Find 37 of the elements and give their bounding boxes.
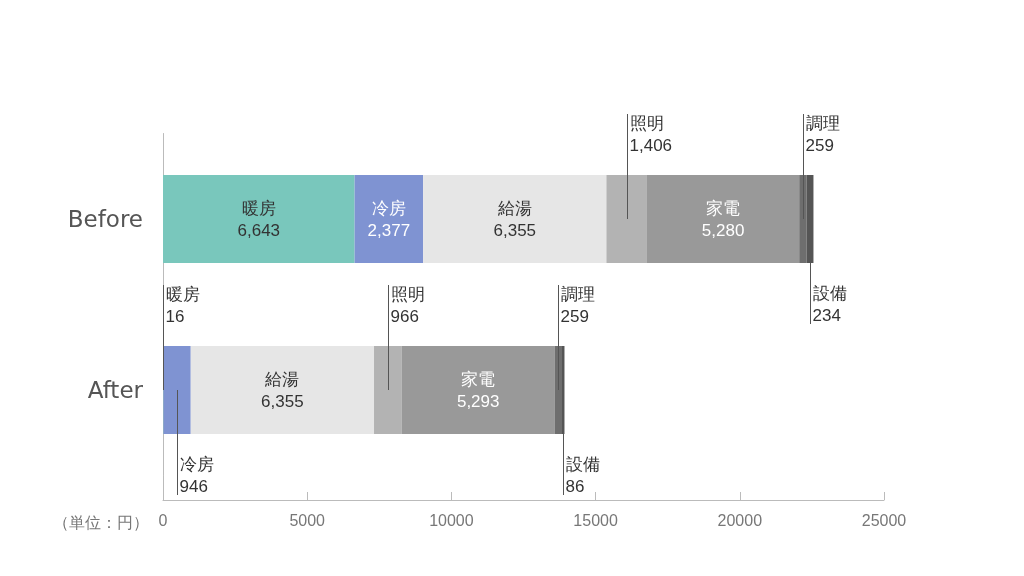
text: 照明: [629, 113, 664, 133]
data-label: 86: [565, 476, 585, 496]
y-tick-label: Before: [67, 206, 143, 232]
data-label: 6,643: [237, 220, 281, 240]
series-label: 設備: [812, 283, 847, 303]
data-label: 1,406: [629, 135, 673, 155]
data-label: 5,280: [701, 220, 745, 240]
x-tick-label: 25000: [861, 511, 907, 529]
text: 調理: [560, 284, 595, 304]
data-label: 966: [390, 306, 419, 326]
series-label: 暖房: [165, 284, 200, 304]
text: 家電: [461, 369, 496, 389]
text: 照明: [390, 284, 425, 304]
data-label: 259: [560, 306, 589, 326]
data-label: 6,355: [493, 220, 537, 240]
data-label: 946: [179, 476, 208, 496]
series-label: 家電: [706, 198, 741, 218]
text: 調理: [805, 113, 840, 133]
data-label: 2,377: [367, 220, 411, 240]
data-label: 259: [805, 135, 834, 155]
data-label: 234: [812, 305, 841, 325]
data-label: 5,293: [456, 391, 500, 411]
text: 冷房: [179, 454, 214, 474]
text: 設備: [565, 454, 600, 474]
series-label: 冷房: [371, 198, 406, 218]
data-label: 6,355: [261, 391, 304, 411]
x-tick-label: 0: [158, 511, 168, 529]
y-tick-label: After: [87, 377, 144, 403]
text: 暖房: [241, 198, 276, 218]
text: 給湯: [265, 369, 300, 389]
text: （単位：円）: [53, 513, 149, 531]
x-tick-label: 20000: [717, 511, 763, 529]
x-tick-label: 5000: [289, 511, 326, 529]
x-tick-label: 15000: [573, 511, 618, 529]
x-tick-label: 10000: [429, 511, 474, 529]
series-label: 給湯: [496, 198, 532, 218]
data-label: 16: [165, 306, 185, 326]
